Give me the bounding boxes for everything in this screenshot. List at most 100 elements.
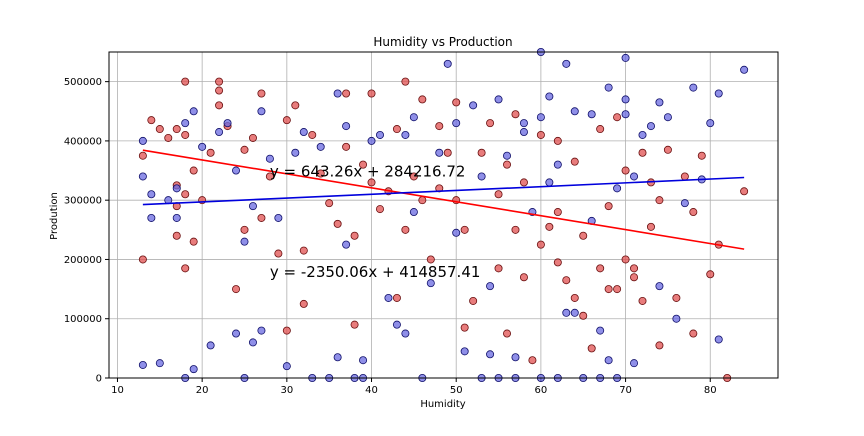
scatter-point bbox=[172, 125, 181, 134]
scatter-point bbox=[587, 344, 596, 353]
scatter-point bbox=[655, 196, 664, 205]
scatter-point bbox=[460, 347, 469, 356]
scatter-point bbox=[570, 293, 579, 302]
scatter-point bbox=[621, 255, 630, 264]
trendline bbox=[142, 176, 745, 206]
scatter-point bbox=[274, 249, 283, 258]
scatter-point bbox=[333, 353, 342, 362]
scatter-point bbox=[613, 113, 622, 122]
scatter-point bbox=[460, 225, 469, 234]
scatter-point bbox=[147, 213, 156, 222]
scatter-point bbox=[359, 160, 368, 169]
scatter-point bbox=[206, 148, 215, 157]
scatter-point bbox=[519, 128, 528, 137]
scatter-point bbox=[206, 341, 215, 350]
scatter-point bbox=[486, 282, 495, 291]
equation-annotations: y = 643.26x + 284216.72 y = -2350.06x + 4… bbox=[270, 162, 481, 281]
scatter-point bbox=[562, 59, 571, 68]
scatter-point bbox=[367, 178, 376, 187]
scatter-point bbox=[401, 225, 410, 234]
scatter-point bbox=[248, 338, 257, 347]
scatter-point bbox=[646, 222, 655, 231]
scatter-point bbox=[138, 172, 147, 181]
scatter-point bbox=[198, 142, 207, 151]
scatter-point bbox=[350, 231, 359, 240]
scatter-point bbox=[638, 148, 647, 157]
scatter-point bbox=[316, 169, 325, 178]
scatter-point bbox=[443, 59, 452, 68]
y-tick-label: 400000 bbox=[64, 136, 102, 147]
scatter-point bbox=[587, 110, 596, 119]
y-tick-label: 100000 bbox=[64, 314, 102, 325]
scatter-point bbox=[282, 116, 291, 125]
scatter-point bbox=[291, 101, 300, 110]
scatter-point bbox=[138, 255, 147, 264]
scatter-point bbox=[342, 122, 351, 131]
scatter-point bbox=[689, 83, 698, 92]
y-tick-label: 0 bbox=[96, 374, 102, 385]
scatter-point bbox=[375, 205, 384, 214]
scatter-point bbox=[392, 293, 401, 302]
scatter-point bbox=[579, 311, 588, 320]
x-tick-label: 70 bbox=[619, 385, 632, 396]
scatter-point bbox=[435, 148, 444, 157]
scatter-point bbox=[596, 125, 605, 134]
scatter-point bbox=[392, 125, 401, 134]
scatter-point bbox=[232, 166, 241, 175]
chart-title: Humidity vs Production bbox=[373, 35, 512, 49]
scatter-point bbox=[646, 122, 655, 131]
scatter-point bbox=[257, 213, 266, 222]
scatter-point bbox=[452, 119, 461, 128]
scatter-point bbox=[426, 255, 435, 264]
scatter-point bbox=[418, 95, 427, 104]
trendline bbox=[142, 149, 745, 250]
scatter-point bbox=[189, 365, 198, 374]
scatter-point bbox=[672, 293, 681, 302]
plot-frame bbox=[108, 51, 779, 379]
scatter-point bbox=[299, 299, 308, 308]
scatter-point bbox=[689, 329, 698, 338]
scatter-point bbox=[536, 130, 545, 139]
y-axis-ticks: 0 100000 200000 300000 400000 500000 bbox=[64, 77, 109, 385]
x-tick-label: 40 bbox=[365, 385, 378, 396]
scatter-point bbox=[265, 154, 274, 163]
x-tick-label: 60 bbox=[535, 385, 548, 396]
scatter-point bbox=[630, 172, 639, 181]
scatter-point bbox=[181, 77, 190, 86]
scatter-point bbox=[553, 136, 562, 145]
x-tick-label: 50 bbox=[450, 385, 463, 396]
scatter-point bbox=[265, 172, 274, 181]
scatter-point bbox=[570, 157, 579, 166]
scatter-point bbox=[638, 296, 647, 305]
scatter-point bbox=[486, 350, 495, 359]
scatter-point bbox=[401, 329, 410, 338]
scatter-point bbox=[435, 122, 444, 131]
scatter-point bbox=[706, 119, 715, 128]
scatter-point bbox=[663, 145, 672, 154]
scatter-point bbox=[553, 258, 562, 267]
scatter-point bbox=[215, 101, 224, 110]
scatter-point bbox=[401, 77, 410, 86]
scatter-point bbox=[740, 65, 749, 74]
scatter-point bbox=[570, 308, 579, 317]
scatter-point bbox=[460, 323, 469, 332]
scatter-point bbox=[426, 279, 435, 288]
scatter-point bbox=[215, 128, 224, 137]
scatter-point bbox=[147, 116, 156, 125]
scatter-point bbox=[613, 285, 622, 294]
scatter-point bbox=[181, 130, 190, 139]
scatter-point bbox=[375, 130, 384, 139]
scatter-point bbox=[630, 264, 639, 273]
scatter-point bbox=[172, 213, 181, 222]
scatter-point bbox=[189, 237, 198, 246]
scatter-point bbox=[562, 308, 571, 317]
scatter-point bbox=[248, 202, 257, 211]
scatter-point bbox=[663, 113, 672, 122]
scatter-point bbox=[181, 264, 190, 273]
scatter-point bbox=[189, 107, 198, 116]
scatter-point bbox=[409, 113, 418, 122]
scatter-point bbox=[401, 130, 410, 139]
scatter-point bbox=[621, 110, 630, 119]
scatter-point bbox=[528, 356, 537, 365]
